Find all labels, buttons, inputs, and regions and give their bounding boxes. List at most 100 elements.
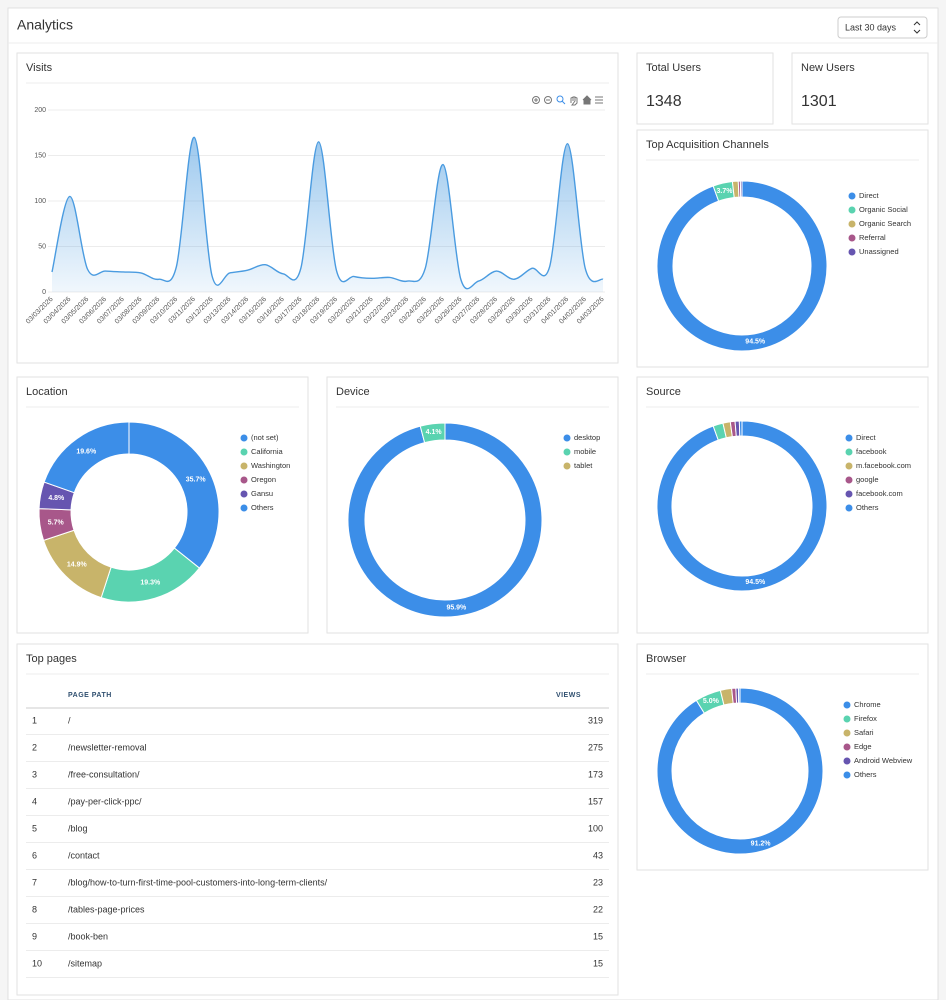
donut-segment [347,422,543,618]
legend-swatch [848,206,856,214]
legend-label: Others [856,503,879,512]
page-title: Analytics [17,17,73,33]
donut-segment [656,180,828,352]
range-select[interactable] [837,16,928,39]
legend-swatch [845,476,853,484]
stat-value: 1301 [801,93,837,110]
legend-label: Washington [251,461,290,470]
page-path: /tables-page-prices [68,904,145,914]
legend-label: Gansu [251,489,273,498]
new-users-card [791,52,929,125]
legend-label: (not set) [251,433,279,442]
donut-value-label: 14.9% [67,561,88,568]
legend-label: Organic Search [859,219,911,228]
select-arrows [913,21,921,34]
card-title: Source [646,386,681,398]
y-tick-label: 50 [38,243,46,250]
page-views: 23 [593,877,603,887]
donut-segment [43,421,130,494]
donut-value-label: 94.5% [745,579,766,586]
page-path: /newsletter-removal [68,742,147,752]
donut-value-label: 4.8% [48,495,65,502]
row-rank: 4 [32,796,37,806]
legend-label: Unassigned [859,247,899,256]
card-title: Visits [26,62,53,74]
legend-swatch [845,434,853,442]
row-rank: 10 [32,958,42,968]
column-header: PAGE PATH [68,692,112,699]
legend-label: desktop [574,433,600,442]
page-path: /contact [68,850,100,860]
row-rank: 5 [32,823,37,833]
visits-line [51,136,604,290]
source-card [636,376,929,634]
legend-swatch [843,701,851,709]
page-views: 100 [588,823,603,833]
donut-value-label: 19.3% [140,580,161,587]
range-select-label[interactable]: Last 30 days [845,22,897,32]
y-tick-label: 100 [34,198,46,205]
chart-toolbar[interactable] [532,95,604,106]
row-rank: 7 [32,877,37,887]
device-card [326,376,619,634]
legend-swatch [240,490,248,498]
donut-value-label: 19.6% [76,448,97,455]
legend-swatch [845,504,853,512]
donut-segment [738,420,743,437]
legend-label: Safari [854,728,874,737]
page-views: 15 [593,958,603,968]
legend-swatch [563,462,571,470]
donut-value-label: 91.2% [751,840,772,847]
row-rank: 1 [32,715,37,725]
top-pages-card [16,643,619,996]
legend-swatch [845,490,853,498]
legend-label: Oregon [251,475,276,484]
donut-value-label: 95.9% [446,605,467,612]
legend-label: facebook.com [856,489,903,498]
y-tick-label: 200 [34,107,46,114]
card-title: Device [336,386,370,398]
page-views: 275 [588,742,603,752]
donut-value-label: 5.0% [703,698,720,705]
legend-swatch [845,462,853,470]
donut-segment [656,420,828,592]
legend-label: Direct [859,191,880,200]
legend-label: Others [251,503,274,512]
legend-swatch [848,220,856,228]
legend-label: Others [854,770,877,779]
legend-swatch [843,715,851,723]
legend-swatch [843,729,851,737]
donut-segment [737,687,741,704]
y-tick-label: 0 [42,289,46,296]
row-rank: 3 [32,769,37,779]
page-path: / [68,715,71,725]
page-path: /pay-per-click-ppc/ [68,796,142,806]
row-rank: 6 [32,850,37,860]
donut-value-label: 4.1% [426,429,443,436]
legend-label: google [856,475,879,484]
row-rank: 8 [32,904,37,914]
page-path: /blog/how-to-turn-first-time-pool-custom… [68,877,328,887]
y-tick-label: 150 [34,152,46,159]
legend-swatch [240,448,248,456]
donut-segment [128,421,220,569]
legend-label: facebook [856,447,887,456]
stat-label: New Users [801,62,855,74]
page-path: /free-consultation/ [68,769,140,779]
donut-segment [739,180,743,198]
legend-swatch [240,476,248,484]
page-views: 43 [593,850,603,860]
page-views: 319 [588,715,603,725]
legend-label: mobile [574,447,596,456]
legend-label: Firefox [854,714,877,723]
legend-swatch [848,192,856,200]
card-title: Browser [646,653,687,665]
stat-label: Total Users [646,62,702,74]
donut-value-label: 3.7% [717,188,734,195]
page-path: /blog [68,823,88,833]
page-views: 15 [593,931,603,941]
page-views: 173 [588,769,603,779]
legend-swatch [240,504,248,512]
legend-label: Direct [856,433,877,442]
